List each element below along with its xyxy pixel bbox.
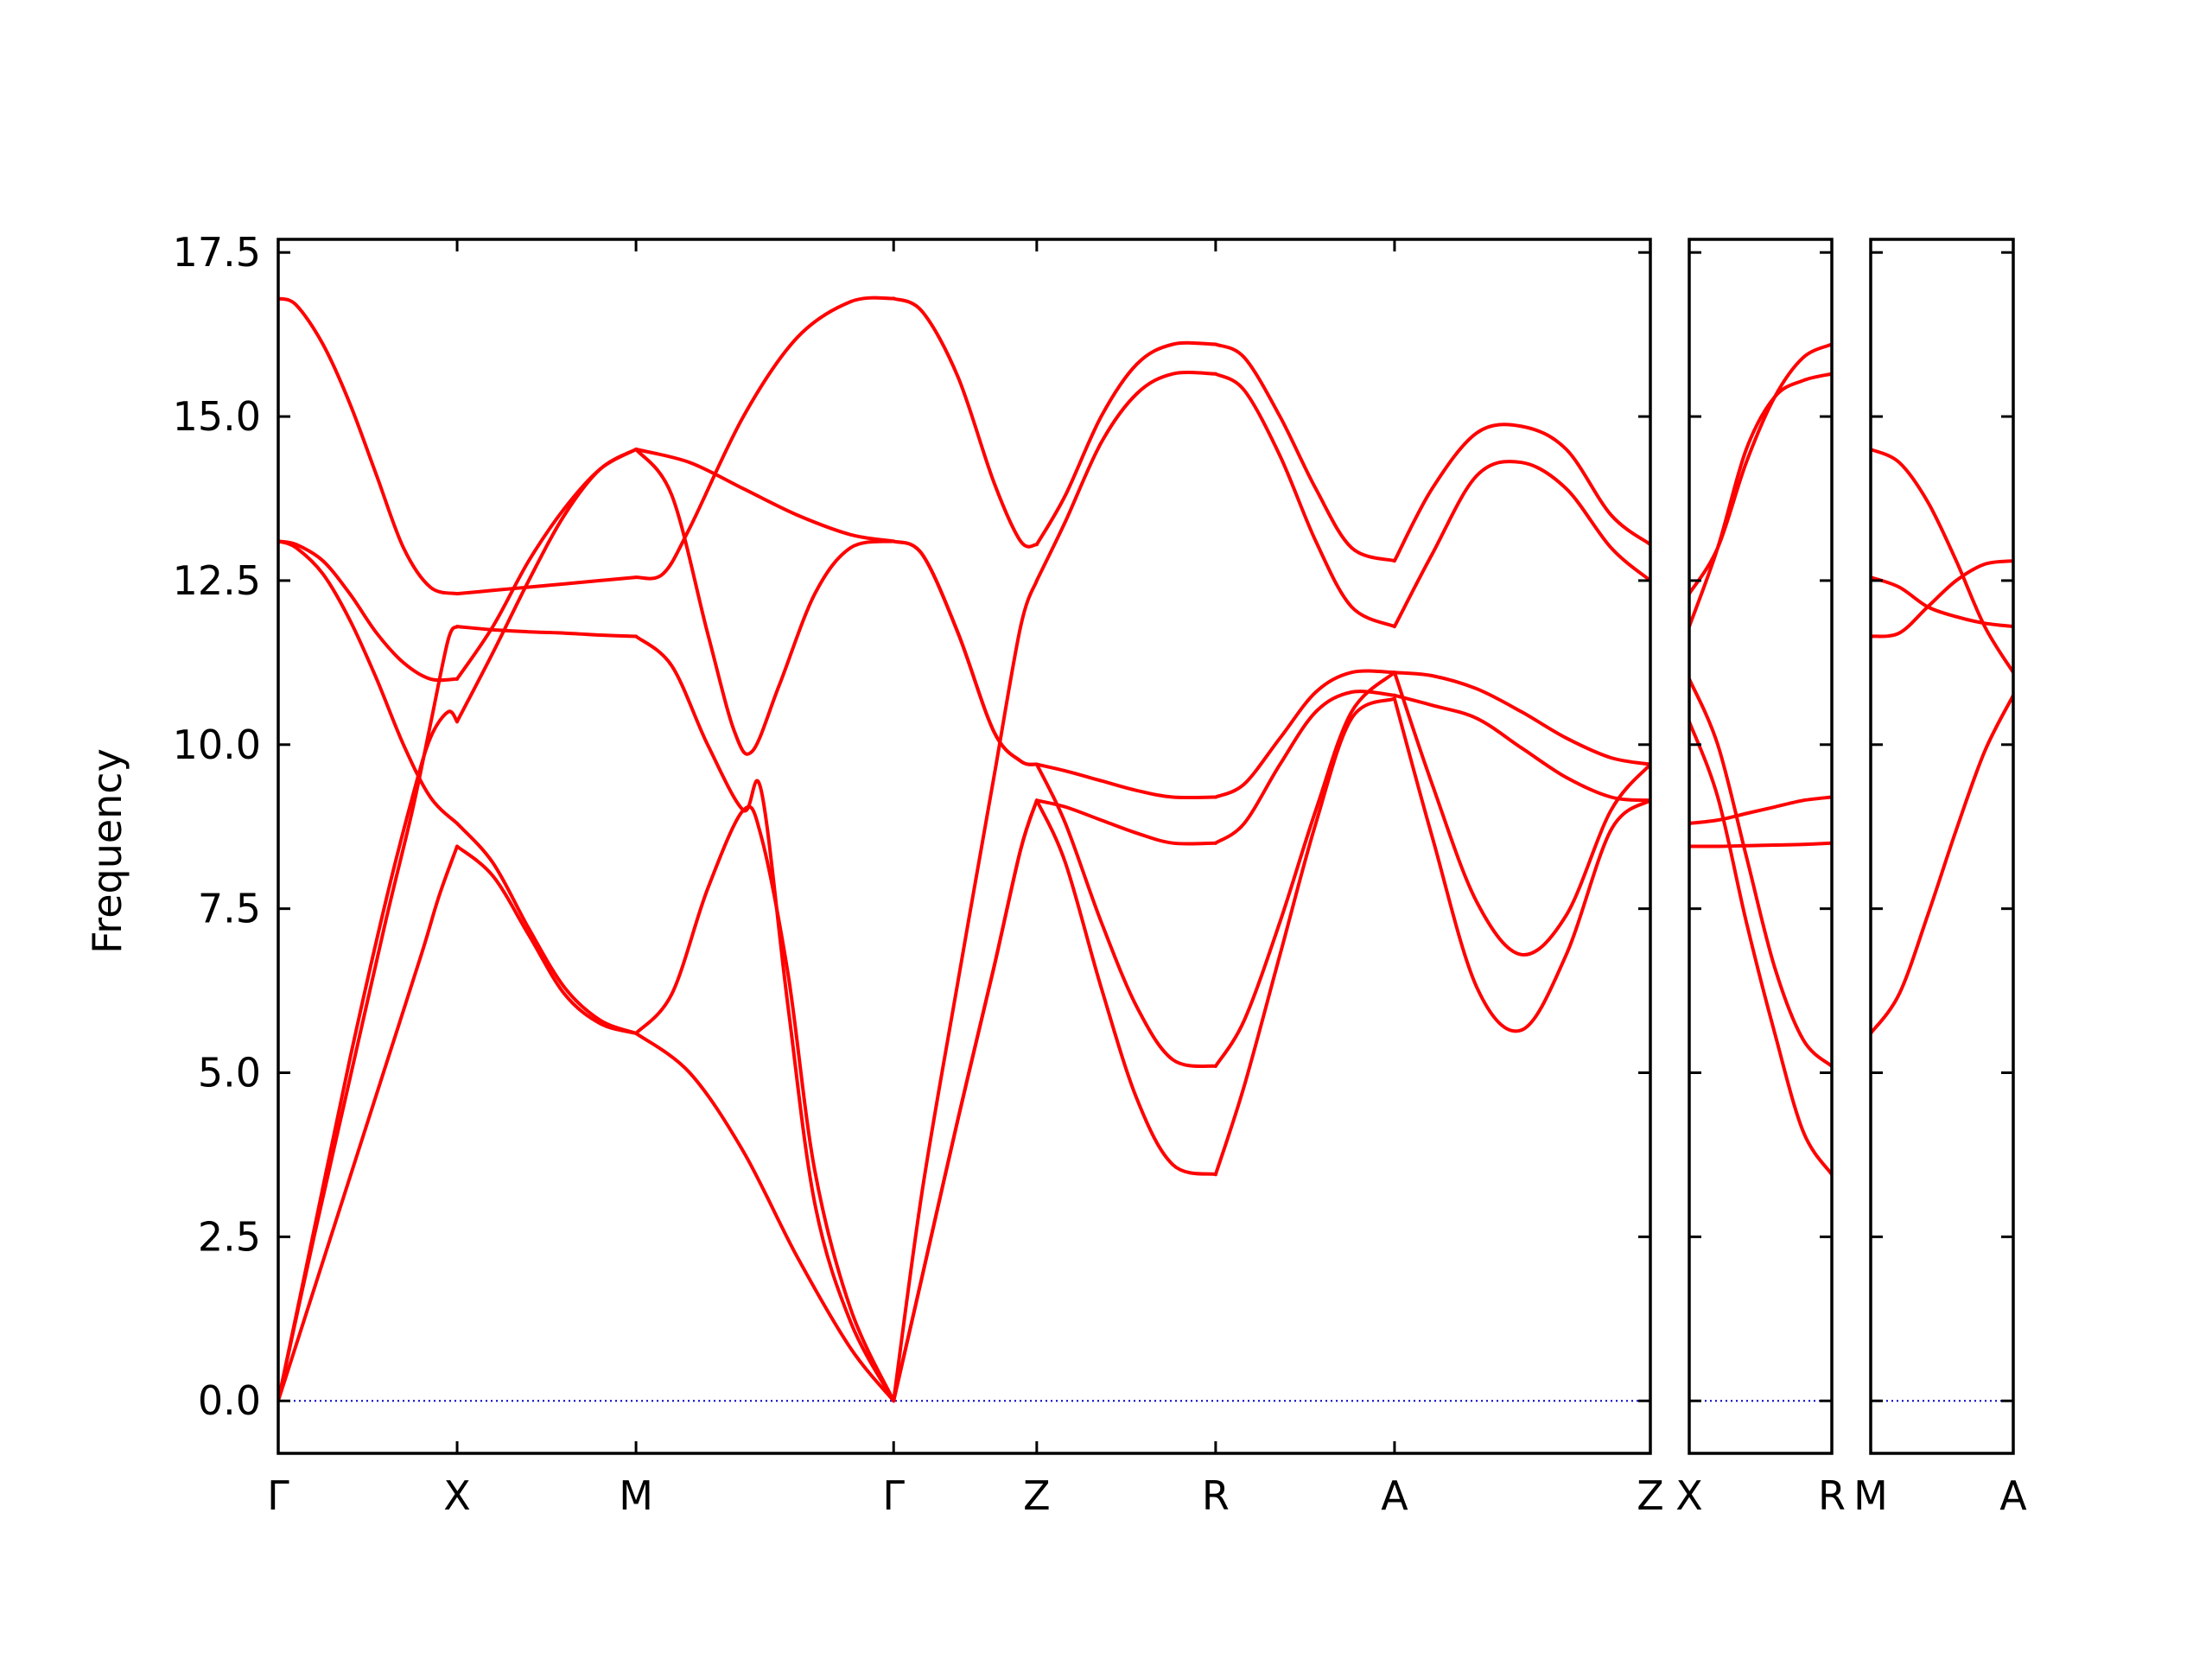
band-line-M-Γ-2: [634, 296, 896, 581]
x-tick-label: X: [1675, 1472, 1703, 1519]
band-line-M-A-4: [1871, 693, 2013, 1035]
band-line-Γ-X-5: [278, 625, 459, 1403]
band-line-X-M-1: [455, 575, 639, 596]
band-line-X-R-5: [1689, 795, 1832, 825]
x-tick-label: R: [1818, 1472, 1846, 1519]
band-line-R-A-4: [1213, 690, 1396, 845]
x-tick-label: Z: [1023, 1472, 1051, 1519]
x-tick-label: A: [1381, 1472, 1408, 1519]
x-tick-label: R: [1202, 1472, 1230, 1519]
band-line-Z-R-5: [1034, 762, 1217, 1068]
band-line-A-Z-1: [1392, 423, 1650, 563]
band-line-X-R-6: [1689, 841, 1832, 849]
y-tick-label: 2.5: [198, 1213, 261, 1260]
band-line-A-Z-6: [1392, 696, 1650, 1033]
panel-frame: [1688, 238, 1834, 1455]
x-tick-label: Γ: [267, 1472, 289, 1519]
band-line-R-A-6: [1213, 696, 1396, 1177]
panel-frame: [1869, 238, 2015, 1455]
band-line-X-M-6: [455, 844, 639, 1035]
x-tick-label: M: [1853, 1472, 1888, 1519]
band-line-R-A-1: [1213, 342, 1396, 563]
band-line-Γ-X-2: [278, 539, 459, 683]
band-line-X-R-3: [1689, 677, 1832, 1068]
band-line-Γ-X-1: [278, 296, 459, 596]
panel-1: 0.0 2.5 5.0 7.5 10.0 12.5 15.0 17.5 Γ X M Γ Z R A Z: [173, 229, 1664, 1519]
band-line-Z-R-6: [1034, 798, 1217, 1177]
band-line-Γ-Z-3: [892, 539, 1039, 766]
band-line-M-Γ-4: [634, 634, 896, 1403]
band-line-X-R-4: [1689, 720, 1832, 1177]
band-line-M-Γ-5: [634, 804, 896, 1403]
band-line-X-M-3: [455, 448, 639, 724]
band-line-X-R-1: [1689, 342, 1832, 596]
x-tick-label: A: [1999, 1472, 2027, 1519]
band-line-Z-R-3: [1034, 762, 1217, 800]
band-line-Γ-Z-1: [892, 296, 1039, 549]
band-line-Γ-Z-4: [892, 578, 1039, 1403]
band-line-A-Z-2: [1392, 460, 1650, 629]
band-line-A-Z-4: [1392, 693, 1650, 803]
y-tick-label: 10.0: [173, 721, 261, 768]
band-line-Γ-X-6: [278, 844, 459, 1403]
band-line-Γ-X-3: [278, 539, 459, 825]
band-line-M-Γ-1: [634, 448, 896, 543]
band-line-M-A-1: [1871, 448, 2013, 675]
y-axis-label: Frequency: [84, 748, 130, 954]
band-line-X-M-5: [455, 821, 639, 1035]
band-line-Z-R-1: [1034, 340, 1217, 547]
x-tick-label: Γ: [882, 1472, 905, 1519]
band-line-Γ-Z-6: [892, 798, 1039, 1403]
y-tick-label: 17.5: [173, 229, 261, 276]
plot-panels: 0.02.55.07.510.012.515.017.5Γ X M Γ Z R A Z X R M A: [173, 229, 2028, 1519]
phonon-bands: [1871, 448, 2013, 1035]
y-tick-label: 7.5: [198, 886, 261, 932]
band-line-Z-R-2: [1034, 371, 1217, 582]
y-tick-label: 5.0: [198, 1050, 261, 1096]
band-line-A-Z-5: [1392, 671, 1650, 957]
y-tick-label: 15.0: [173, 393, 261, 440]
x-tick-label: X: [443, 1472, 471, 1519]
band-line-R-A-2: [1213, 372, 1396, 629]
band-line-Z-R-4: [1034, 798, 1217, 846]
phonon-bands: [1689, 342, 1832, 1177]
band-line-R-A-5: [1213, 671, 1396, 1068]
band-line-A-Z-3: [1392, 671, 1650, 766]
band-line-X-M-2: [455, 448, 639, 681]
y-tick-label: 0.0: [198, 1377, 261, 1424]
x-tick-label: M: [619, 1472, 653, 1519]
band-line-M-A-3: [1871, 559, 2013, 639]
band-line-Γ-X-4: [278, 709, 459, 1403]
band-line-M-A-2: [1871, 575, 2013, 629]
phonon-bands: [278, 296, 1650, 1403]
panel-frame: [276, 238, 1652, 1455]
y-tick-label: 12.5: [173, 557, 261, 604]
band-line-X-R-2: [1689, 372, 1832, 629]
x-tick-label: Z: [1637, 1472, 1664, 1519]
band-line-M-Γ-3: [634, 448, 896, 756]
band-line-X-M-4: [455, 625, 639, 639]
band-line-M-Γ-6: [634, 1031, 896, 1403]
band-line-R-A-3: [1213, 669, 1396, 799]
